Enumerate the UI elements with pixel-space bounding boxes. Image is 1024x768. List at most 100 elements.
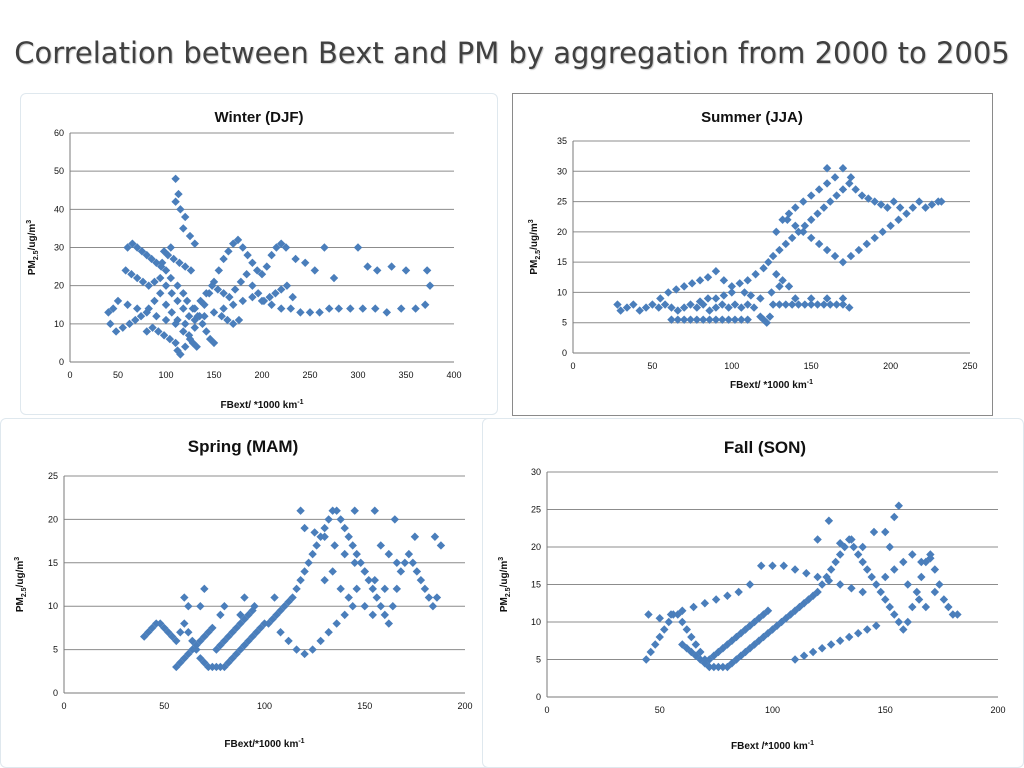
data-point xyxy=(912,587,922,597)
data-point xyxy=(847,535,856,544)
data-point xyxy=(921,557,931,567)
y-axis-label-sup: 3 xyxy=(14,557,21,561)
data-point xyxy=(161,281,171,290)
y-axis-label: PM2.5/ug/m3 xyxy=(14,557,28,612)
data-point xyxy=(727,288,736,297)
data-point xyxy=(150,277,159,287)
data-point xyxy=(204,628,213,637)
data-point xyxy=(184,649,193,659)
data-point xyxy=(324,515,333,524)
data-point xyxy=(360,567,369,576)
y-axis-label-pre: PM xyxy=(27,260,38,275)
y-tick-label: 0 xyxy=(562,348,567,358)
data-point xyxy=(200,584,209,594)
data-point xyxy=(277,304,286,313)
data-point xyxy=(682,625,692,634)
data-point xyxy=(373,266,382,275)
data-point xyxy=(890,565,899,574)
data-point xyxy=(348,541,357,550)
data-point xyxy=(404,549,414,559)
data-point xyxy=(711,294,721,303)
data-point xyxy=(156,273,165,283)
data-point xyxy=(822,245,832,255)
data-point xyxy=(371,304,380,313)
x-tick-label: 250 xyxy=(962,361,977,371)
x-tick-label: 400 xyxy=(446,370,461,380)
data-point xyxy=(123,300,132,309)
chart-panel-summer: Summer (JJA) 0 5 10 15 20 25 30 35 0 50 100 150 200 25… xyxy=(512,93,993,416)
y-axis-label-sup: 3 xyxy=(26,220,33,224)
data-point xyxy=(937,197,946,206)
data-point xyxy=(679,303,689,312)
data-point xyxy=(655,632,664,642)
data-point xyxy=(179,224,188,233)
data-point xyxy=(858,542,867,552)
data-point xyxy=(736,629,746,638)
y-tick-label: 10 xyxy=(557,287,567,297)
data-point xyxy=(408,558,418,567)
data-point xyxy=(939,595,949,604)
data-point xyxy=(411,304,420,313)
data-point xyxy=(216,610,225,620)
chart-winter-svg: Winter (DJF) 0 10 20 30 40 50 60 0 50 100 150 200 250… xyxy=(26,109,462,411)
data-point xyxy=(678,617,687,627)
data-point xyxy=(686,315,695,324)
data-point xyxy=(845,179,854,188)
x-axis-label-text: FBext /*1000 km xyxy=(731,741,808,752)
data-point xyxy=(370,506,379,515)
data-point xyxy=(372,593,381,602)
data-point xyxy=(200,312,209,321)
y-tick-label: 5 xyxy=(536,655,541,665)
data-point xyxy=(894,215,903,224)
data-point xyxy=(763,606,773,615)
data-point xyxy=(814,239,824,249)
data-point xyxy=(917,572,926,582)
data-point xyxy=(277,239,286,248)
data-point xyxy=(152,312,161,321)
x-axis-label-sup: -1 xyxy=(298,738,304,745)
data-point xyxy=(838,257,848,267)
data-point xyxy=(679,315,689,324)
data-point xyxy=(759,632,768,642)
data-point xyxy=(944,602,953,612)
data-point xyxy=(350,558,359,567)
y-tick-label: 25 xyxy=(48,471,58,481)
chart-title: Spring (MAM) xyxy=(188,437,298,456)
chart-panel-fall: Fall (SON) 0 5 10 15 20 25 30 0 50 100 150 200 FBext … xyxy=(482,418,1024,768)
data-point xyxy=(813,572,822,582)
data-point xyxy=(400,558,410,567)
data-point xyxy=(926,550,935,559)
data-point xyxy=(870,233,879,243)
data-point xyxy=(123,243,132,252)
data-point xyxy=(166,243,175,252)
data-point xyxy=(867,572,876,582)
data-point xyxy=(167,289,176,298)
data-point xyxy=(857,191,867,200)
x-tick-label: 150 xyxy=(357,701,372,711)
data-point xyxy=(388,602,398,611)
y-axis-label-sub: 2.5 xyxy=(535,250,542,260)
data-point xyxy=(133,304,142,313)
data-point xyxy=(709,662,719,672)
data-point xyxy=(682,644,692,653)
data-point xyxy=(799,227,808,237)
data-point xyxy=(890,512,899,522)
data-point xyxy=(125,319,134,329)
data-point xyxy=(328,567,337,576)
data-point xyxy=(930,565,940,574)
data-point xyxy=(320,243,329,252)
data-point xyxy=(315,308,324,317)
data-point xyxy=(128,239,137,248)
data-point xyxy=(308,549,317,559)
chart-title: Winter (DJF) xyxy=(214,109,303,126)
x-tick-label: 0 xyxy=(61,701,66,711)
data-point xyxy=(863,565,872,574)
chart-panel-spring: Spring (MAM) 0 5 10 15 20 25 0 50 100 150 200 FBext/… xyxy=(0,418,494,768)
data-point xyxy=(207,281,217,290)
data-point xyxy=(169,254,178,264)
data-point xyxy=(790,565,800,574)
data-point xyxy=(390,515,400,524)
data-point xyxy=(152,258,161,267)
data-point xyxy=(300,649,309,659)
data-point xyxy=(376,602,385,611)
